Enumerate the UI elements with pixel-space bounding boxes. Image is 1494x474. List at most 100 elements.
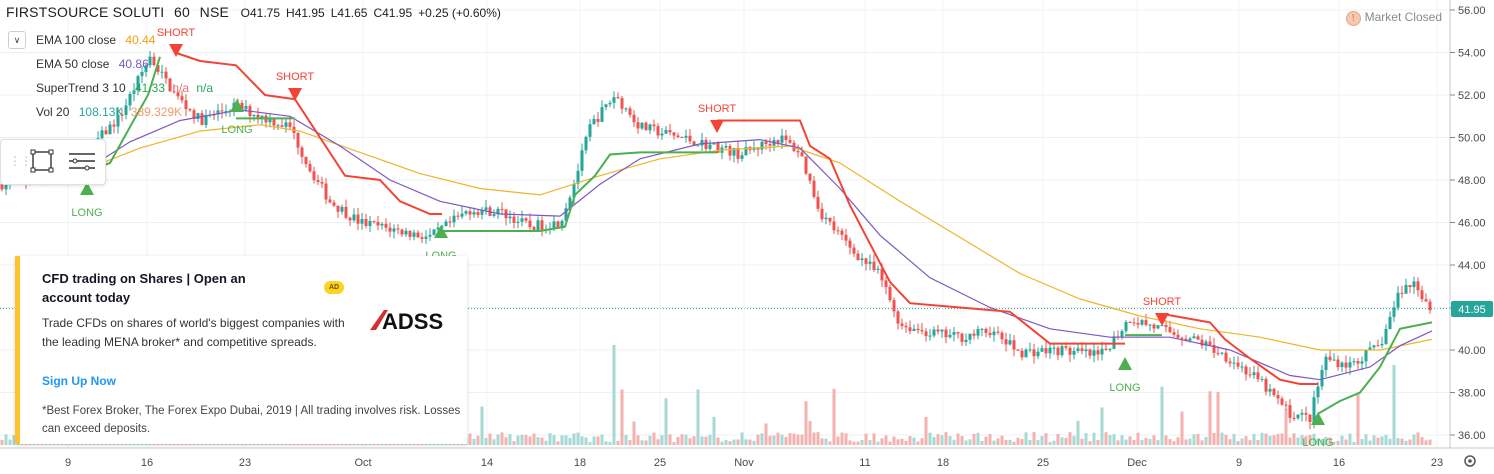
symbol-name[interactable]: FIRSTSOURCE SOLUTI [6, 4, 165, 20]
candle-body [952, 332, 956, 335]
volume-bar [12, 435, 16, 445]
candle-body [932, 329, 936, 336]
short-signal: SHORT [276, 71, 314, 101]
signal-label: LONG [1302, 437, 1333, 449]
volume-bar [912, 437, 916, 445]
volume-bar [488, 433, 492, 445]
candle-body [216, 110, 220, 115]
logo-text: ADSS [382, 309, 443, 334]
candle-body [1280, 398, 1284, 405]
candle-body [796, 151, 800, 153]
candle-body [904, 325, 908, 328]
candle-body [320, 182, 324, 184]
volume-bar [1208, 391, 1212, 445]
candle-body [272, 118, 276, 126]
candle-body [324, 183, 328, 200]
legend-ema100[interactable]: EMA 100 close 40.44 [36, 33, 155, 47]
volume-bar [1180, 411, 1184, 445]
candle-body [712, 142, 716, 145]
candle-body [316, 180, 320, 183]
interval[interactable]: 60 [174, 4, 191, 20]
short-signal: SHORT [698, 103, 736, 133]
volume-bar [1116, 440, 1120, 445]
indicator-lines [79, 51, 1433, 415]
legend-supertrend[interactable]: SuperTrend 3 10 41.33 n/a n/a [36, 81, 213, 95]
signal-markers: LONGSHORTLONGSHORTLONGSHORTLONGSHORTLONG [71, 27, 1333, 449]
volume-bar [748, 439, 752, 445]
short-arrow-icon [169, 44, 183, 57]
candle-body [856, 253, 860, 260]
volume-bar [1224, 434, 1228, 445]
volume-bar [776, 432, 780, 445]
volume-bar [1196, 433, 1200, 445]
candle-body [1156, 325, 1160, 329]
volume-bar [472, 438, 476, 445]
price-axis[interactable]: 56.0054.0052.0050.0048.0046.0044.0042.00… [1450, 5, 1486, 442]
candle-body [1112, 336, 1116, 349]
candle-body [1004, 339, 1008, 345]
volume-bar [1228, 439, 1232, 445]
candle-body [1376, 345, 1380, 347]
candle-body [928, 335, 932, 337]
time-tick-label: 18 [574, 457, 586, 469]
candle-body [768, 143, 772, 146]
drawing-toolbox[interactable]: ⋮⋮ [0, 139, 106, 185]
volume-bar [620, 389, 624, 445]
legend-ema50[interactable]: EMA 50 close 40.86 [36, 57, 149, 71]
volume-bar [740, 432, 744, 445]
volume-bar [1364, 434, 1368, 445]
volume-bar [780, 434, 784, 445]
ad-disclaimer: *Best Forex Broker, The Forex Expo Dubai… [42, 405, 461, 435]
candle-body [268, 118, 272, 123]
ad-title[interactable]: CFD trading on Shares | Open an account … [42, 271, 246, 305]
candle-body [588, 124, 592, 137]
candle-body [188, 109, 192, 111]
volume-bar [1300, 435, 1304, 445]
volume-bar [840, 432, 844, 445]
time-axis[interactable]: 9 16 23 Oct 14 18 25 Nov 11 18 25 Dec 9 16 23 [65, 457, 1443, 469]
candle-body [924, 331, 928, 337]
volume-bar [1356, 392, 1360, 445]
adss-logo[interactable]: ADSS [366, 300, 458, 340]
candle-body [96, 138, 100, 140]
candle-body [960, 333, 964, 342]
volume-bar [1184, 439, 1188, 445]
candle-body [244, 106, 248, 110]
candle-body [1224, 352, 1228, 362]
candle-body [724, 146, 728, 148]
ad-signup-link[interactable]: Sign Up Now [42, 374, 116, 388]
volume-bar [660, 435, 664, 445]
candle-body [1040, 348, 1044, 352]
candle-body [1324, 356, 1328, 371]
candle-body [1144, 320, 1148, 325]
candle-body [172, 91, 176, 93]
time-tick-label: 18 [937, 457, 949, 469]
short-signal: SHORT [157, 27, 195, 57]
candle-body [492, 214, 496, 216]
volume-bar [732, 439, 736, 445]
candle-body [564, 208, 568, 221]
volume-bar [1360, 438, 1364, 445]
drag-handle-icon[interactable]: ⋮⋮ [9, 154, 32, 168]
candle-body [124, 105, 128, 115]
legend-volume[interactable]: Vol 20 108.13K 389.329K [36, 105, 182, 119]
candle-body [704, 139, 708, 150]
advertisement-panel[interactable]: CFD trading on Shares | Open an account … [15, 256, 467, 444]
rectangle-icon[interactable] [29, 148, 57, 176]
menu-lines-icon[interactable] [67, 148, 95, 176]
info-icon: ! [1345, 11, 1361, 26]
indicator-label: EMA 50 close [36, 57, 110, 71]
volume-bar [568, 437, 572, 445]
candle-body [888, 287, 892, 301]
volume-bar [624, 434, 628, 445]
market-status: ! Market Closed [1345, 10, 1442, 26]
candle-body [916, 328, 920, 331]
collapse-legend-button[interactable]: ∨ [8, 31, 26, 49]
volume-bar [1400, 438, 1404, 445]
volume-bar [1272, 435, 1276, 445]
candle-body [144, 65, 148, 73]
settings-gear-icon[interactable] [1464, 455, 1476, 467]
volume-bar [668, 434, 672, 445]
candle-body [360, 219, 364, 224]
